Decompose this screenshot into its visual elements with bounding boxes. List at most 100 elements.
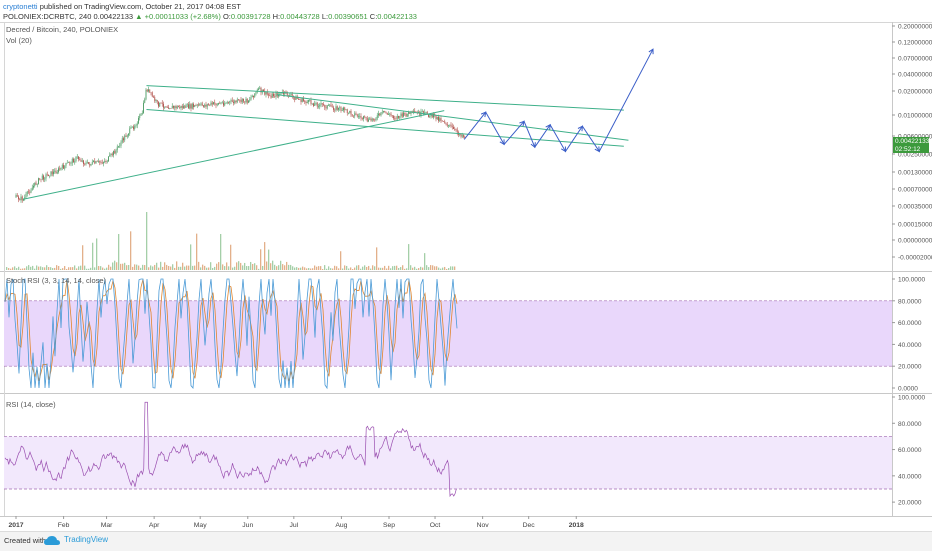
candle-body	[235, 100, 237, 103]
candle-body	[51, 171, 53, 175]
candle-body	[243, 98, 244, 102]
arrowhead	[577, 125, 583, 132]
volume-bar	[180, 266, 182, 270]
volume-bar	[242, 265, 244, 270]
volume-bar	[432, 265, 434, 270]
candle-body	[435, 115, 437, 120]
open-label: O:	[222, 12, 231, 21]
close-label: C:	[369, 12, 378, 21]
rsi-tick-label: 20.0000	[898, 500, 922, 507]
candle-body	[383, 110, 384, 112]
candle-body	[460, 133, 462, 137]
candle-body	[153, 96, 154, 98]
volume-bar	[64, 266, 66, 270]
candle-body	[323, 104, 324, 105]
candle-body	[310, 100, 312, 104]
volume-bar	[110, 266, 112, 270]
chart-canvas[interactable]: 0.20000000 0.12000000 0.07000000 0.04000000…	[0, 0, 932, 531]
candle-body	[103, 162, 104, 164]
candle-body	[76, 156, 78, 158]
price-tick-label: 0.20000000	[898, 24, 932, 31]
candle-body	[209, 104, 211, 106]
candle-body	[104, 161, 106, 163]
candle-body	[341, 110, 343, 111]
arrowhead	[648, 48, 654, 55]
price-tick-label: 0.04000000	[898, 72, 932, 79]
candle-body	[211, 102, 213, 105]
candle-body	[264, 91, 266, 95]
candle-body	[305, 101, 307, 104]
volume-bar	[334, 265, 336, 270]
candle-body	[245, 98, 247, 103]
candle-body	[381, 111, 383, 113]
candle-body	[338, 107, 339, 110]
candle-body	[109, 154, 111, 157]
candle-body	[38, 178, 39, 185]
candle-body	[320, 103, 322, 105]
volume-bar	[156, 262, 158, 270]
candle-body	[163, 103, 164, 108]
candle-body	[114, 151, 116, 154]
candle-body	[144, 99, 146, 103]
candle-body	[130, 127, 132, 129]
volume-bar	[160, 261, 162, 270]
candle-body	[83, 160, 84, 164]
volume-bar	[332, 268, 334, 270]
candle-body	[240, 99, 242, 103]
candle-body	[219, 103, 221, 104]
volume-bar	[322, 268, 324, 270]
candle-body	[363, 116, 364, 119]
candle-body	[100, 162, 102, 163]
candle-body	[160, 102, 162, 104]
tradingview-brand[interactable]: TradingView	[64, 535, 109, 544]
candle-body	[348, 112, 349, 114]
candle-body	[369, 118, 371, 120]
volume-bar	[100, 266, 102, 270]
candle-body	[291, 94, 293, 96]
rsi-title: RSI (14, close)	[6, 400, 56, 409]
candle-body	[80, 160, 82, 162]
candle-body	[331, 106, 333, 108]
volume-bar	[92, 242, 94, 270]
volume-bar	[254, 263, 256, 270]
candle-body	[49, 175, 51, 177]
volume-bar	[222, 264, 224, 270]
candle-body	[285, 91, 287, 93]
last-price-tag-bg	[893, 137, 929, 145]
candle-body	[336, 106, 338, 110]
volume-bar	[194, 265, 196, 270]
candle-body	[319, 104, 321, 107]
candle-body	[201, 103, 203, 106]
volume-bar	[18, 266, 20, 270]
volume-bar	[224, 266, 226, 270]
candle-body	[34, 182, 36, 186]
candle-body	[249, 99, 251, 101]
volume-bar	[42, 267, 44, 270]
candle-body	[173, 105, 174, 108]
author-link[interactable]: cryptonetti	[3, 2, 38, 11]
volume-bar	[122, 263, 124, 270]
candle-body	[388, 114, 389, 115]
candle-body	[78, 156, 79, 160]
candle-body	[176, 106, 178, 109]
volume-bar	[340, 251, 342, 270]
volume-bar	[78, 266, 80, 270]
arrowhead	[499, 139, 505, 146]
candle-body	[54, 170, 56, 172]
volume-bar	[114, 260, 116, 270]
arrowhead	[545, 123, 551, 130]
candle-body	[165, 106, 167, 108]
candle-body	[64, 165, 66, 169]
volume-bar	[186, 265, 188, 270]
candle-body	[321, 103, 323, 105]
projection-arrowheads	[480, 48, 654, 153]
volume-bar	[350, 267, 352, 270]
volume-bar	[34, 268, 36, 270]
volume-bar	[328, 266, 330, 270]
candle-body	[463, 135, 464, 137]
candle-body	[231, 100, 233, 102]
candle-body	[86, 162, 88, 163]
volume-bar	[278, 265, 280, 270]
candle-body	[433, 113, 434, 118]
open-value: 0.00391728	[230, 12, 271, 21]
